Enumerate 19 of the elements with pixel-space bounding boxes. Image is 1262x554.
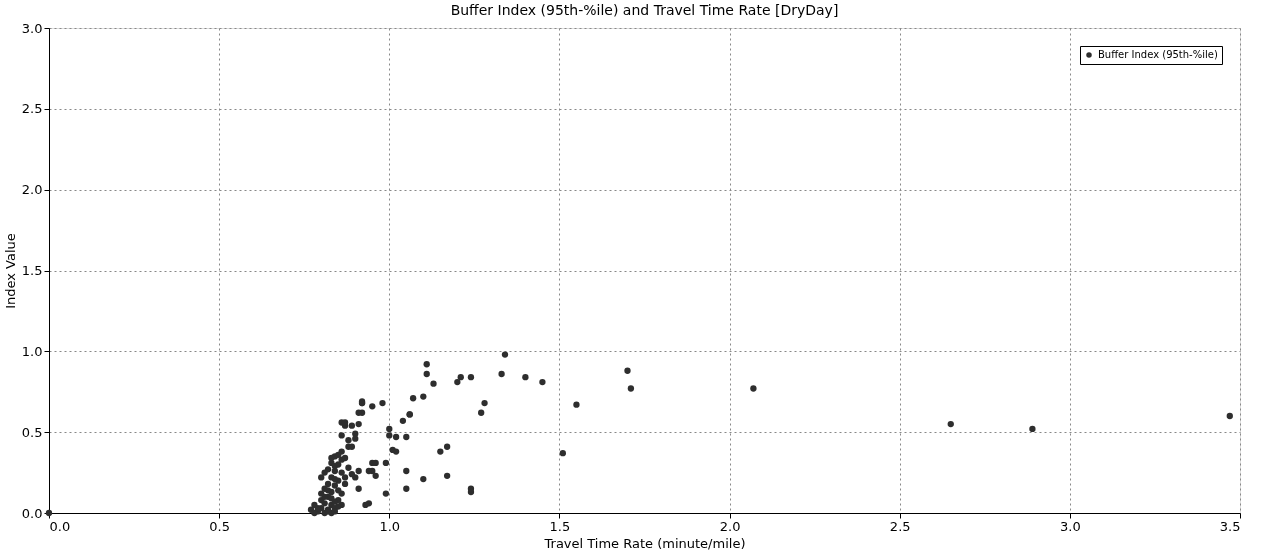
x-tick-label: 3.0 — [1060, 518, 1081, 534]
x-tick-label: 0.0 — [49, 518, 71, 534]
x-tick-label: 0.5 — [209, 518, 230, 534]
x-axis-title: Travel Time Rate (minute/mile) — [543, 535, 746, 551]
y-tick-label: 3.0 — [21, 20, 43, 36]
y-tick-label: 0.5 — [21, 424, 43, 440]
y-axis-title: Index Value — [2, 233, 18, 309]
x-tick-label: 3.5 — [1219, 518, 1241, 534]
x-tick-label: 2.5 — [889, 518, 911, 534]
y-tick-label: 1.5 — [21, 263, 43, 278]
y-tick-label: 1.0 — [21, 343, 43, 359]
text: Buffer Index (95th-%ile) — [1098, 49, 1218, 60]
y-tick-label: 2.0 — [21, 182, 43, 198]
x-tick-label: 1.5 — [549, 518, 571, 534]
y-tick-label: 2.5 — [21, 101, 43, 117]
y-tick-label: 0.0 — [21, 505, 43, 521]
chart-title: Buffer Index (95th-%ile) and Travel Time Rate [DryDay] — [450, 2, 839, 18]
x-tick-label: 2.0 — [719, 518, 741, 534]
x-tick-label: 1.0 — [379, 518, 401, 534]
